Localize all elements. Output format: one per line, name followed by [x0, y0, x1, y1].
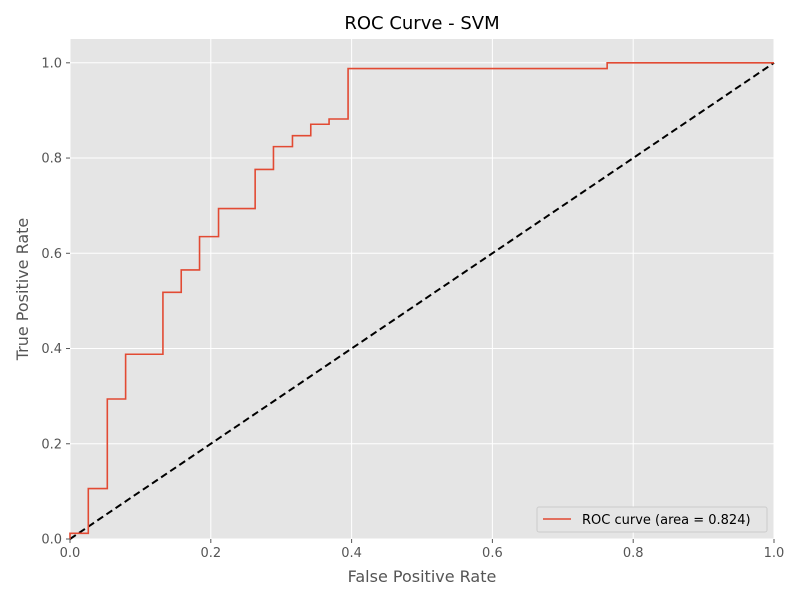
- legend-label-roc: ROC curve (area = 0.824): [582, 513, 751, 528]
- legend: ROC curve (area = 0.824): [536, 506, 768, 533]
- plot-area: [70, 39, 774, 539]
- y-tick-label: 1.0: [41, 56, 62, 71]
- x-tick-label: 0.8: [623, 546, 644, 561]
- y-axis-label: True Positive Rate: [13, 218, 32, 362]
- y-tick-label: 0.2: [41, 437, 62, 452]
- y-tick-label: 0.0: [41, 533, 62, 548]
- y-tick-label: 0.8: [41, 152, 62, 167]
- chart-title: ROC Curve - SVM: [344, 13, 499, 34]
- x-tick-label: 0.0: [60, 546, 81, 561]
- y-tick-label: 0.6: [41, 247, 62, 262]
- y-tick-label: 0.4: [41, 342, 62, 357]
- roc-curve-line: [69, 62, 774, 539]
- grid-lines: [69, 39, 775, 540]
- x-tick-label: 0.4: [341, 546, 362, 561]
- x-tick-label: 1.0: [764, 546, 785, 561]
- x-axis-label: False Positive Rate: [348, 567, 497, 586]
- x-tick-label: 0.6: [482, 546, 503, 561]
- tick-labels: 0.0 0.2 0.4 0.6 0.8 1.0 0.0 0.2 0.4 0.6 0.8 1.0: [41, 56, 784, 561]
- series-layer: [69, 61, 775, 540]
- chance-diagonal-line: [69, 61, 775, 540]
- x-tick-label: 0.2: [200, 546, 221, 561]
- legend-box: [536, 506, 768, 533]
